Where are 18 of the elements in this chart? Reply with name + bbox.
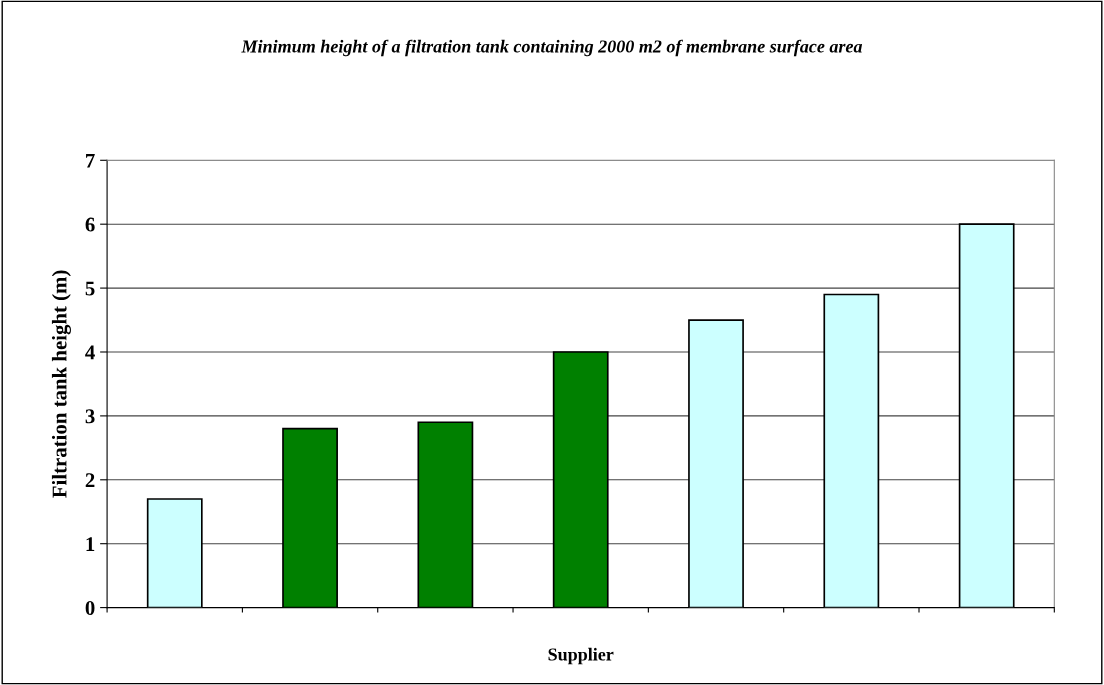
y-tick-label: 3 <box>85 409 95 424</box>
bar <box>417 421 474 608</box>
y-tick-label: 0 <box>85 600 95 616</box>
bar <box>958 223 1015 608</box>
chart-title: Minimum height of a filtration tank containing 2000 m2 of membrane surface area <box>241 39 863 57</box>
x-axis-title: Supplier <box>548 647 614 665</box>
y-tick-label: 1 <box>86 537 95 551</box>
bar <box>552 351 609 608</box>
y-tick-label: 6 <box>85 217 95 232</box>
y-tick-label: 5 <box>85 281 95 296</box>
bar <box>823 293 880 608</box>
bar <box>282 427 338 608</box>
y-axis-title: Filtration tank height (m) <box>51 270 71 498</box>
y-tick-label: 2 <box>85 473 95 488</box>
y-tick-label: 4 <box>85 345 95 360</box>
bar <box>146 498 203 608</box>
bar <box>688 319 744 608</box>
y-tick-label: 7 <box>86 153 95 168</box>
